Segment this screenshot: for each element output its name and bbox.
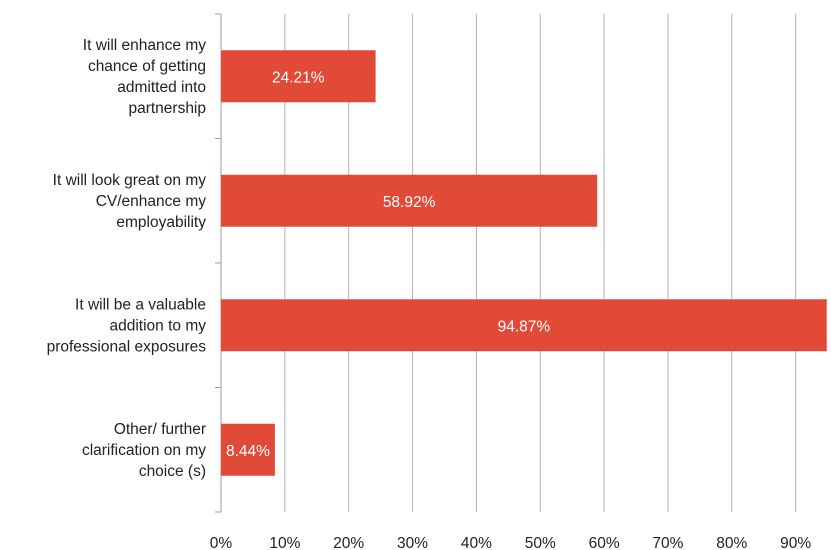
data-label: 58.92% — [383, 194, 436, 211]
category-label: It will look great on my CV/enhance my emp… — [53, 172, 207, 231]
x-tick-label: 10% — [269, 535, 300, 550]
bar — [221, 299, 827, 352]
x-tick-label: 20% — [333, 535, 364, 550]
bar — [221, 423, 275, 476]
x-tick-label: 50% — [525, 535, 556, 550]
category-labels: It will enhance my chance of getting admit… — [47, 37, 207, 480]
category-label: It will enhance my chance of getting admit… — [83, 37, 206, 117]
data-label: 8.44% — [226, 443, 270, 460]
data-label: 24.21% — [272, 69, 325, 86]
x-tick-label: 90% — [780, 535, 811, 550]
x-tick-label: 60% — [589, 535, 620, 550]
x-tick-label: 70% — [652, 535, 683, 550]
bar — [221, 174, 598, 227]
bar — [221, 50, 376, 103]
data-label: 94.87% — [498, 318, 551, 335]
category-label: Other/ further clarification on my choice … — [82, 421, 206, 480]
y-axis — [215, 13, 222, 513]
bars: 24.21% 58.92% 94.87% 8.44% — [221, 50, 827, 476]
x-tick-labels: 0% 10% 20% 30% 40% 50% 60% 70% 80% 90% — [210, 535, 812, 550]
x-tick-label: 80% — [716, 535, 747, 550]
category-label: It will be a valuable addition to my profe… — [47, 296, 207, 355]
x-tick-label: 40% — [461, 535, 492, 550]
x-tick-label: 30% — [397, 535, 428, 550]
x-tick-label: 0% — [210, 535, 233, 550]
